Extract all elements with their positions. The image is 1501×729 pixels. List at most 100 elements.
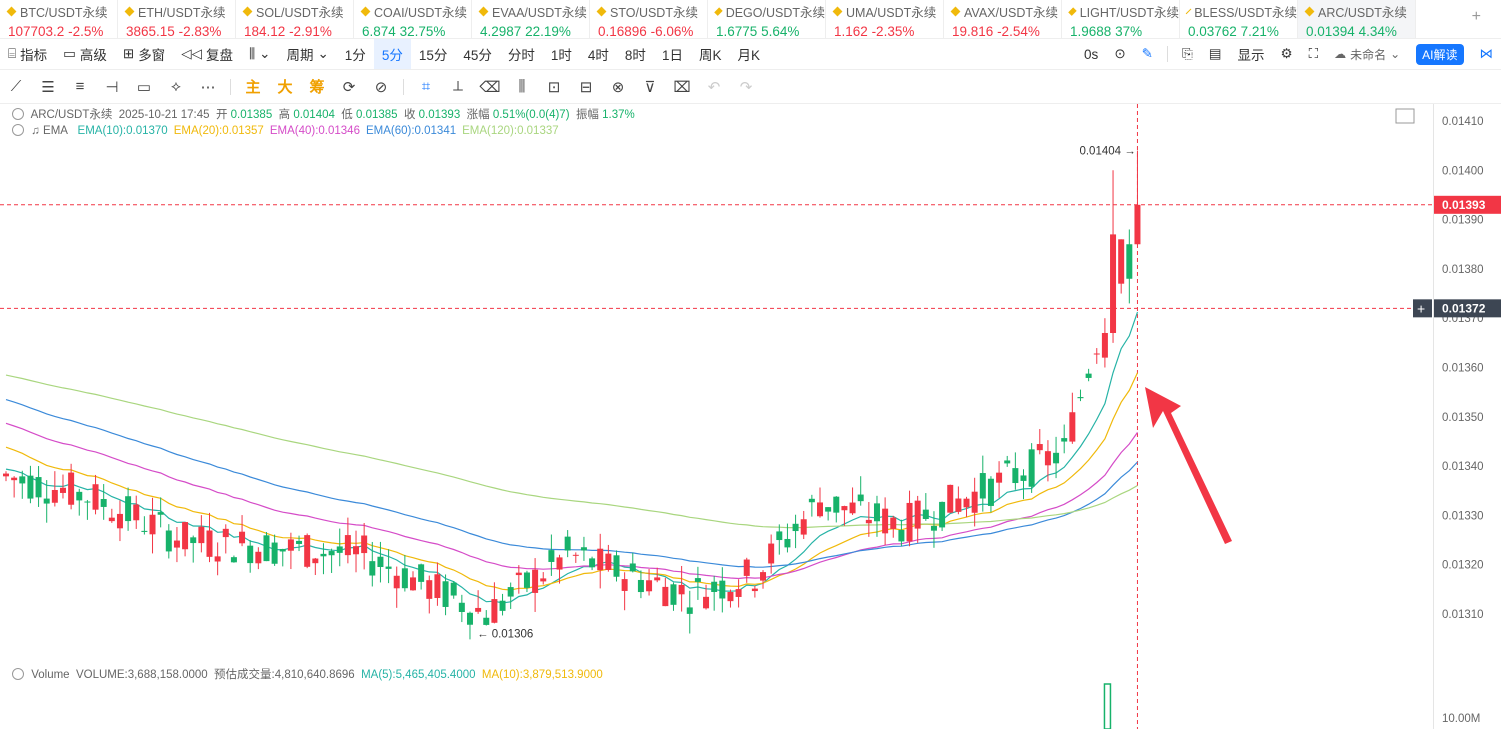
trash-icon[interactable]: ⌧ <box>673 78 691 96</box>
multi-window-button[interactable]: ⊞ 多窗 <box>122 46 166 63</box>
ticker-tab[interactable]: AVAX/USDT永续 19.816 -2.54% <box>944 0 1062 38</box>
camera-icon[interactable]: ⊙ <box>1114 46 1126 61</box>
main-force-button[interactable]: 主 <box>245 79 261 96</box>
period-dropdown[interactable]: 周期 ⌄ <box>286 46 329 63</box>
ticker-tab[interactable]: BLESS/USDT永续 0.03762 7.21% <box>1180 0 1298 38</box>
replay-button[interactable]: ◁◁ 复盘 <box>181 46 233 63</box>
add-tab-icon[interactable]: + <box>1471 8 1481 25</box>
candle-body <box>385 566 392 569</box>
candle-body <box>540 578 547 582</box>
price-tick-label: 0.01310 <box>1442 609 1484 621</box>
indicator-button[interactable]: ⌸ 指标 <box>8 46 48 63</box>
candle-body <box>711 581 718 592</box>
share-icon[interactable]: ⋈ <box>1479 46 1494 61</box>
interval-button[interactable]: 4时 <box>587 48 609 63</box>
magnet-icon[interactable]: ⌗ <box>421 78 431 95</box>
hide-icon[interactable]: ⊘ <box>374 78 388 96</box>
candle-body <box>442 581 449 607</box>
price-tick-label: 0.01400 <box>1442 165 1484 177</box>
toggle-icon[interactable] <box>12 668 24 680</box>
high-price-label: 0.01404 → <box>1079 146 1135 158</box>
candle-body <box>971 491 978 513</box>
candle-body <box>434 574 441 599</box>
toggle-icon[interactable] <box>12 124 24 136</box>
ticker-tab[interactable]: ETH/USDT永续 3865.15 -2.83% <box>118 0 236 38</box>
interval-button[interactable]: 15分 <box>418 48 448 63</box>
candle-body <box>304 535 311 567</box>
candle-body <box>141 530 148 532</box>
ema-legend: ♫ EMA EMA(10):0.01370 EMA(20):0.01357 EMA(… <box>12 124 565 137</box>
undo-icon[interactable]: ↶ <box>707 78 721 96</box>
ticker-tab[interactable]: LIGHT/USDT永续 1.9688 37% <box>1062 0 1180 38</box>
ticker-tab[interactable]: DEGO/USDT永续 1.6775 5.64% <box>708 0 826 38</box>
divider <box>1166 46 1168 62</box>
sync-icon[interactable]: ⟳ <box>342 78 356 96</box>
candle-body <box>190 537 197 544</box>
bell-icon[interactable]: ♫ <box>31 125 40 137</box>
interval-button[interactable]: 1日 <box>661 48 683 63</box>
ticker-tab[interactable]: BTC/USDT永续 107703.2 -2.5% <box>0 0 118 38</box>
parallel-lines-icon[interactable]: ≡ <box>75 78 85 95</box>
interval-button[interactable]: 1时 <box>550 48 572 63</box>
horizontal-lines-icon[interactable]: ☰ <box>41 78 55 96</box>
candle-body <box>312 558 319 564</box>
candle-body <box>230 557 237 563</box>
link-icon[interactable]: ⊗ <box>611 78 625 96</box>
brush-icon[interactable]: ⟡ <box>171 78 181 95</box>
eraser-icon[interactable]: ⌫ <box>479 78 501 96</box>
interval-button[interactable]: 周K <box>698 48 722 63</box>
chart-type-button[interactable]: ⫼ ⌄ <box>241 39 279 69</box>
volume-bar <box>1103 683 1112 729</box>
advanced-button[interactable]: ▭ 高级 <box>63 46 107 63</box>
ticker-tab[interactable]: SOL/USDT永续 184.12 -2.91% <box>236 0 354 38</box>
candlestick-chart[interactable]: 0.01404 → ← 0.01306 + <box>0 104 1433 729</box>
chip-button[interactable]: 筹 <box>309 79 325 96</box>
lock-icon[interactable]: ⊡ <box>547 78 561 96</box>
candle-body <box>475 607 482 612</box>
candle-body <box>987 478 994 506</box>
interval-button[interactable]: 分时 <box>507 48 535 63</box>
favorite-icon <box>478 6 489 17</box>
candle-body <box>19 476 26 484</box>
ai-button[interactable]: AI解读 <box>1408 39 1471 69</box>
pen-icon[interactable]: ✎ <box>1141 46 1153 61</box>
interval-button[interactable]: 月K <box>737 48 760 63</box>
toggle-icon[interactable] <box>12 108 24 120</box>
settings-icon[interactable]: ⚙ <box>1280 46 1293 61</box>
candle-body <box>507 587 514 597</box>
candle-body <box>27 475 34 499</box>
ticker-tab[interactable]: STO/USDT永续 0.16896 -6.06% <box>590 0 708 38</box>
fullscreen-icon[interactable]: ⛶ <box>1308 46 1319 61</box>
candle-body <box>678 584 685 595</box>
redo-icon[interactable]: ↷ <box>739 78 753 96</box>
expand-icon[interactable] <box>1395 108 1415 124</box>
share-out-icon[interactable]: ⎘ <box>1181 46 1193 61</box>
layout-name-dropdown[interactable]: ☁ 未命名 ⌄ <box>1334 47 1401 62</box>
indicator-chart-icon[interactable]: ⫼ <box>518 78 526 95</box>
ticker-tab[interactable]: ARC/USDT永续 0.01394 4.34% <box>1298 0 1416 38</box>
layout-icon[interactable]: ▤ <box>1208 46 1222 61</box>
candle-body <box>629 563 636 572</box>
interval-button[interactable]: 1分 <box>344 48 366 63</box>
display-button[interactable]: 显示 <box>1237 48 1265 63</box>
ticker-tab[interactable]: EVAA/USDT永续 4.2987 22.19% <box>472 0 590 38</box>
favorite-icon <box>1304 6 1315 17</box>
more-icon[interactable]: ⋯ <box>200 78 216 96</box>
ticker-tab[interactable]: UMA/USDT永续 1.162 -2.35% <box>826 0 944 38</box>
big-order-button[interactable]: 大 <box>277 79 293 96</box>
candle-body <box>784 538 791 548</box>
candle-body <box>922 509 929 519</box>
trend-line-icon[interactable]: ⟋ <box>10 78 22 95</box>
filter-icon[interactable]: ⊽ <box>644 78 656 96</box>
price-axis: 0.014100.014000.013900.013800.013700.013… <box>1433 104 1501 729</box>
interval-button[interactable]: 8时 <box>624 48 646 63</box>
rectangle-icon[interactable]: ▭ <box>136 78 152 96</box>
ticker-tab[interactable]: COAI/USDT永续 6.874 32.75% <box>354 0 472 38</box>
candle-body <box>792 523 799 532</box>
add-alert-icon[interactable] <box>1413 299 1432 318</box>
ruler-icon[interactable]: ⟂ <box>452 78 463 95</box>
interval-button[interactable]: 5分 <box>373 39 411 69</box>
note-icon[interactable]: ⊟ <box>579 78 593 96</box>
interval-button[interactable]: 45分 <box>463 48 492 63</box>
horizontal-ray-icon[interactable]: ⊣ <box>105 78 119 96</box>
